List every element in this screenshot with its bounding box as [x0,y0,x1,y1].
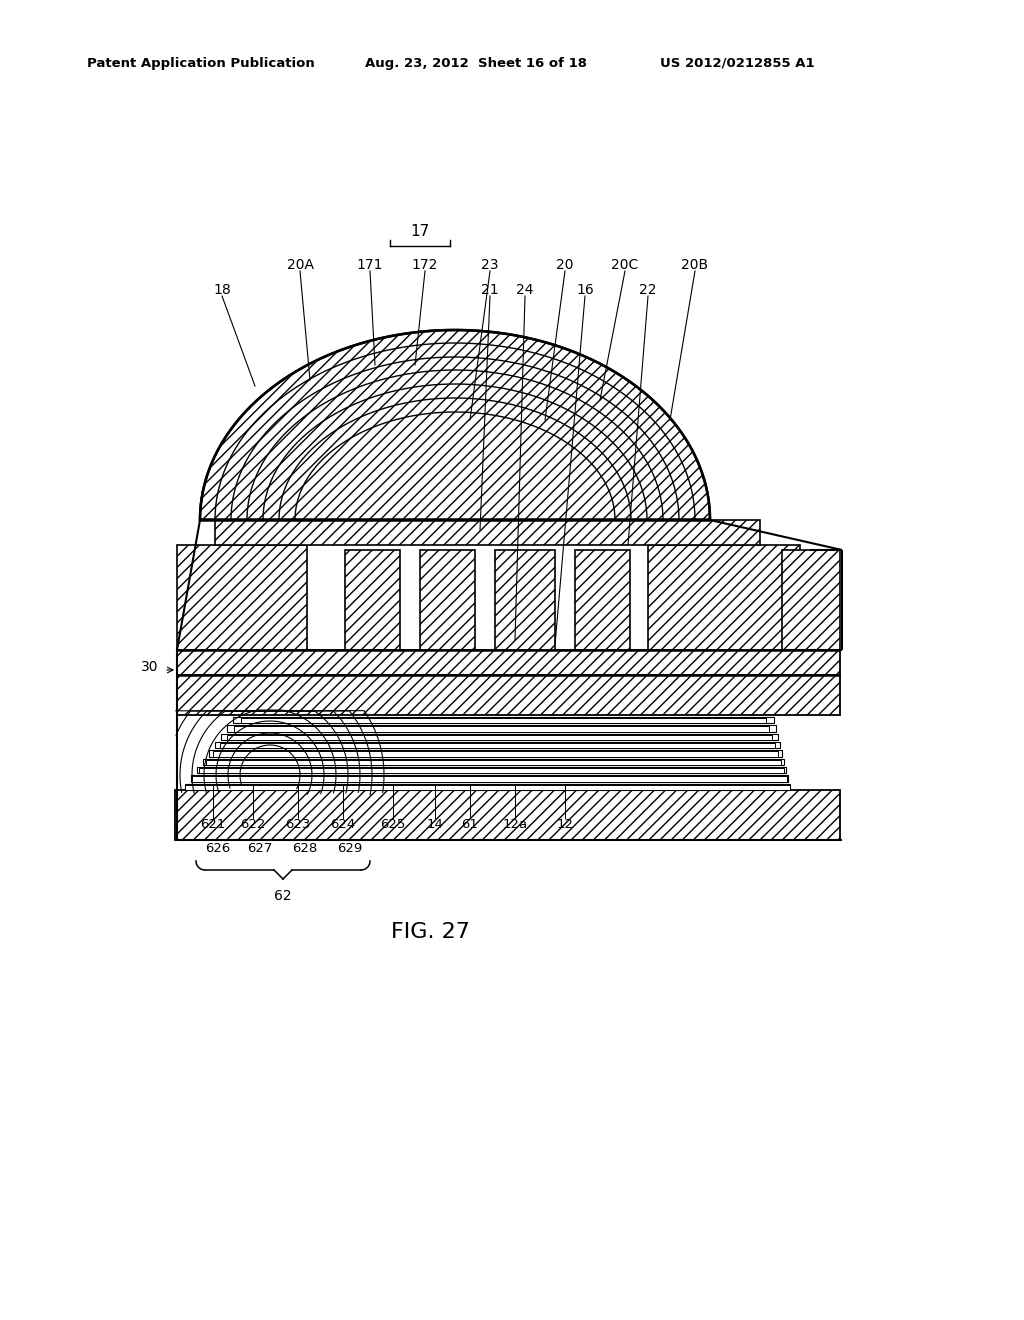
Text: 18: 18 [213,282,230,297]
Text: 624: 624 [331,818,355,832]
Bar [234,726,769,731]
Text: 62: 62 [274,888,292,903]
Bar [206,759,781,766]
Bar [782,550,840,649]
Text: 629: 629 [337,842,362,854]
Text: 20B: 20B [681,257,709,272]
Bar [209,750,782,756]
Bar [213,751,778,756]
Bar [495,550,555,649]
Text: 622: 622 [241,818,265,832]
Text: 24: 24 [516,282,534,297]
Text: 14: 14 [427,818,443,832]
Bar [227,735,772,741]
Text: 12a: 12a [503,818,527,832]
Bar [203,759,784,766]
Bar [420,550,475,649]
Text: 171: 171 [356,257,383,272]
Text: 12: 12 [556,818,573,832]
Text: 625: 625 [380,818,406,832]
Text: 20C: 20C [611,257,639,272]
Text: 621: 621 [201,818,225,832]
Text: 21: 21 [481,282,499,297]
Text: 20: 20 [556,257,573,272]
Text: US 2012/0212855 A1: US 2012/0212855 A1 [660,57,815,70]
Bar [191,775,788,781]
Bar [233,717,774,723]
Text: 627: 627 [248,842,272,854]
Bar [221,734,778,741]
Bar [345,550,400,649]
Text: Aug. 23, 2012  Sheet 16 of 18: Aug. 23, 2012 Sheet 16 of 18 [365,57,587,70]
Text: 172: 172 [412,257,438,272]
Bar [177,545,307,649]
Bar [193,776,787,781]
Text: 30: 30 [140,660,158,675]
Text: 626: 626 [206,842,230,854]
Bar [185,784,790,789]
Text: 20A: 20A [287,257,313,272]
Text: 16: 16 [577,282,594,297]
Bar [227,726,776,731]
Text: 17: 17 [411,224,430,239]
Bar [220,743,775,748]
Text: 22: 22 [639,282,656,297]
Bar [199,768,784,774]
Text: 623: 623 [286,818,310,832]
Text: 61: 61 [462,818,478,832]
Text: 628: 628 [293,842,317,854]
Bar [177,649,840,675]
Bar [215,742,780,748]
Bar [648,545,800,649]
Polygon shape [200,330,710,520]
Text: 23: 23 [481,257,499,272]
Bar [575,550,630,649]
Text: FIG. 27: FIG. 27 [390,921,469,942]
Text: Patent Application Publication: Patent Application Publication [87,57,314,70]
Bar [215,520,760,545]
Bar [197,767,786,774]
Bar [241,718,766,723]
Bar [177,675,840,715]
Bar [175,789,840,840]
Bar [185,784,790,789]
